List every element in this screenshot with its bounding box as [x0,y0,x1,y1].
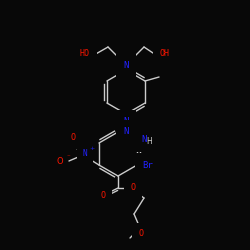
Text: +: + [89,146,94,151]
Text: OH: OH [160,48,170,58]
Text: HO: HO [80,48,90,58]
Text: O: O [138,230,143,238]
Text: O: O [130,182,136,192]
Text: O: O [100,192,105,200]
Text: Br: Br [142,160,153,170]
Text: N: N [123,118,129,126]
Text: N: N [141,136,146,144]
Text: ⁻: ⁻ [67,154,71,160]
Text: O: O [56,158,63,166]
Text: N: N [123,60,129,70]
Text: H: H [146,138,152,146]
Text: O: O [70,134,76,142]
Text: N: N [83,148,87,158]
Text: N: N [123,128,129,136]
